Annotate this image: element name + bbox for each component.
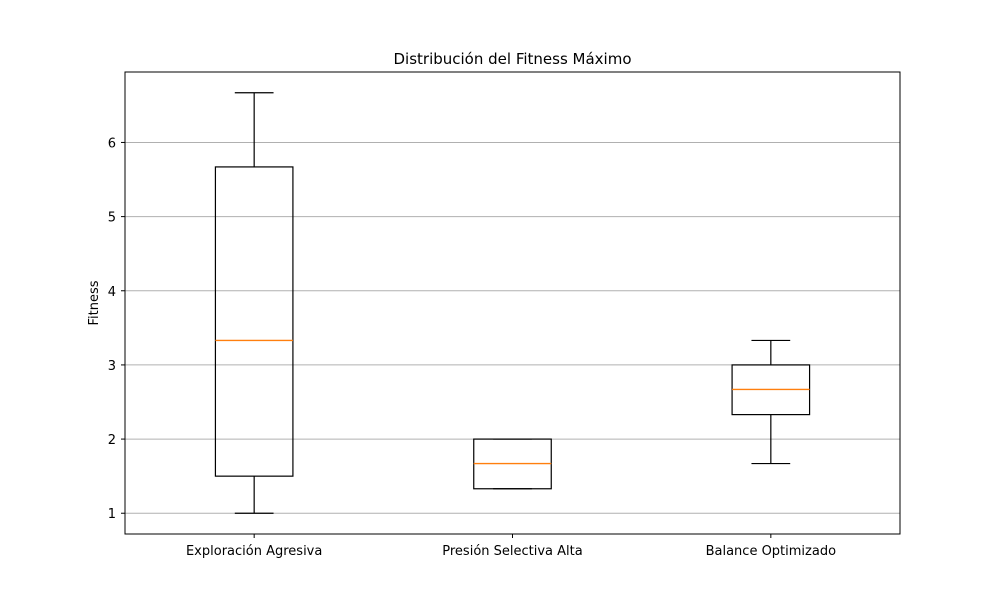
x-tick-label: Exploración Agresiva: [186, 544, 322, 559]
chart-title: Distribución del Fitness Máximo: [393, 50, 631, 68]
y-tick-label: 3: [108, 359, 116, 374]
y-tick-label: 1: [108, 507, 116, 522]
box-plot-item: [731, 339, 811, 465]
y-axis-label: Fitness: [87, 280, 102, 325]
x-axis-ticks: Exploración Agresiva Presión Selectiva Al…: [186, 534, 836, 559]
box-plot-item: [473, 438, 552, 490]
y-axis-ticks: 1 2 3 4 5 6: [108, 136, 125, 522]
y-tick-label: 2: [108, 433, 116, 448]
y-tick-label: 6: [108, 136, 116, 151]
grid-lines: [125, 141, 900, 514]
plot-area-frame: [124, 71, 901, 535]
iqr-box: [214, 166, 294, 477]
y-tick-label: 5: [108, 211, 116, 226]
y-tick-label: 4: [108, 285, 116, 300]
box-plot-item: [214, 92, 294, 514]
boxes-group: [214, 92, 811, 514]
x-tick-label: Balance Optimizado: [706, 544, 836, 559]
x-tick-label: Presión Selectiva Alta: [442, 544, 582, 559]
